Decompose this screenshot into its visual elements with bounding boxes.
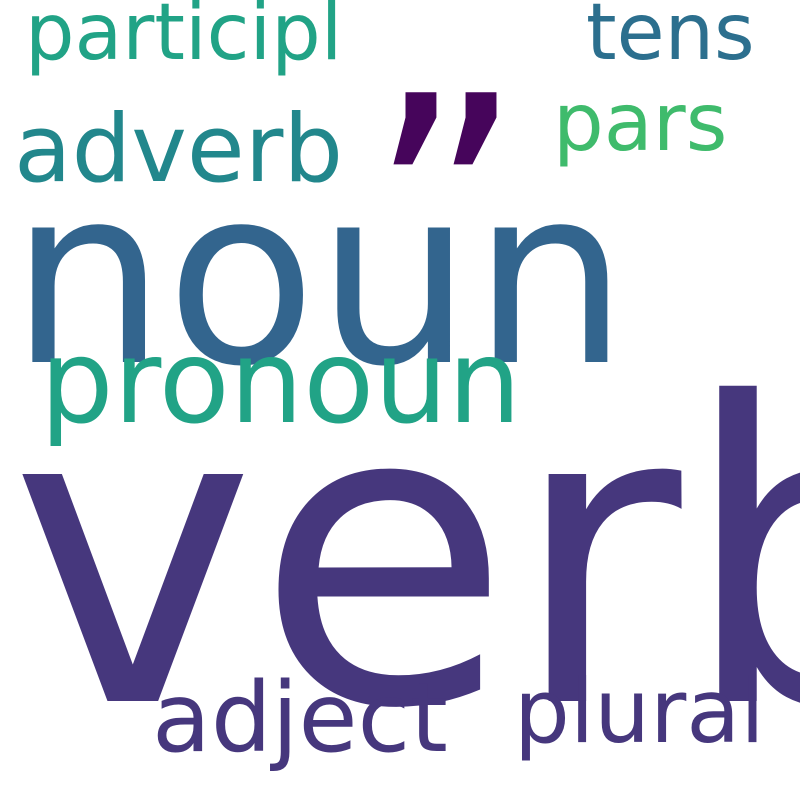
word-pars: pars: [553, 76, 728, 169]
word-participl: participl: [25, 0, 343, 78]
word-adverb: adverb: [14, 95, 344, 204]
word-pronoun: pronoun: [40, 315, 522, 450]
word-noun: noun: [10, 135, 629, 421]
word-verb: verb: [10, 316, 800, 799]
word-adject: adject: [152, 662, 448, 774]
word-plural: plural: [514, 660, 765, 763]
word-tens: tens: [586, 0, 755, 78]
word-quote: ”: [368, 33, 524, 382]
